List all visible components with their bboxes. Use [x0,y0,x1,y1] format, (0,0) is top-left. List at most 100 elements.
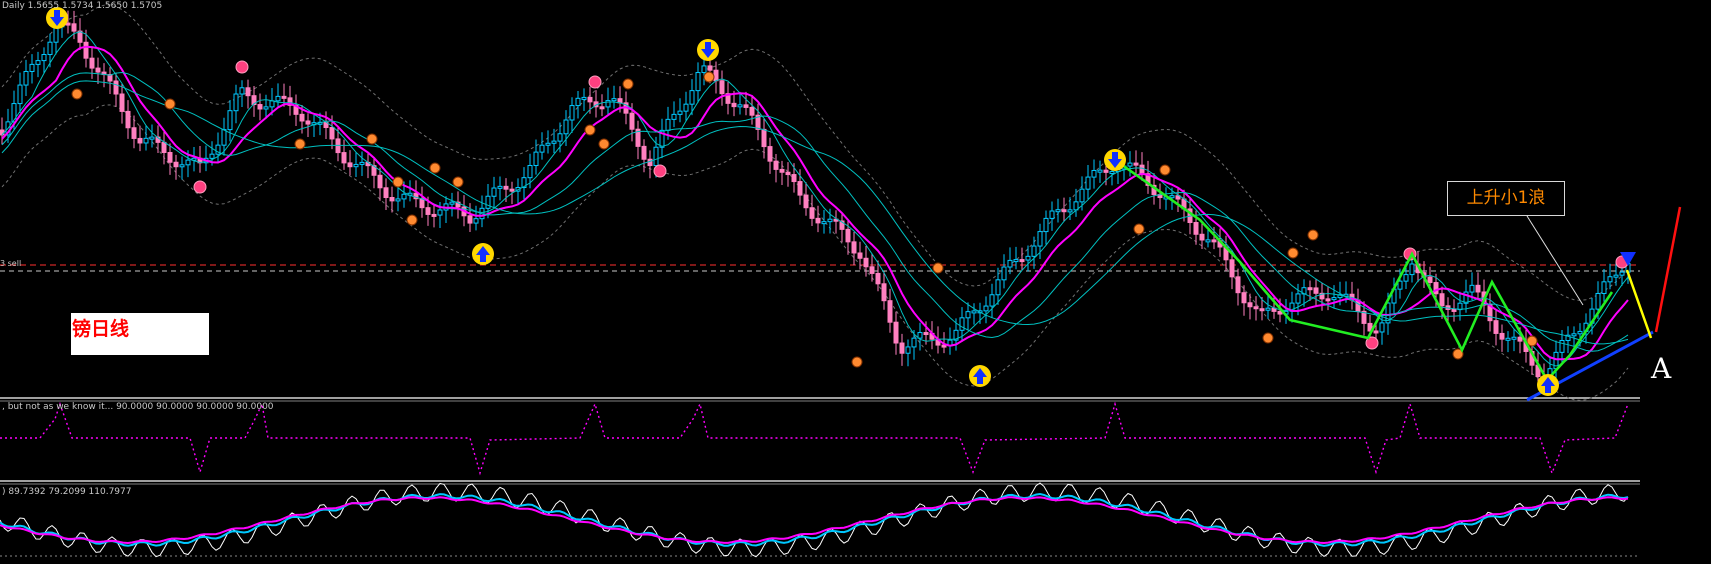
candle-body [173,161,179,168]
candle-body [281,95,287,99]
oscillator-cyan-line [0,492,1629,547]
candle-body [47,41,53,56]
candle-body [1235,276,1241,294]
candle-body [917,332,923,339]
down-arrow-glyph [50,10,64,26]
signal-arrows [46,7,1636,396]
candle-body [473,218,479,224]
candle-body [695,72,701,92]
fractal-dot-icon [598,138,610,150]
candle-body [851,241,857,254]
candle-body [251,95,257,106]
candle-body [1493,320,1499,334]
indicator2-header: ) 89.7392 79.2099 110.7977 [2,487,132,497]
candle-body [1253,306,1259,310]
candle-body [389,197,395,202]
fractal-dot-icon [653,164,667,178]
candle-body [1067,209,1073,213]
candle-body [779,168,785,173]
wave-annotation-box[interactable]: 上升小1浪 [1447,181,1565,216]
candle-body [287,97,293,106]
candle-body [353,163,359,168]
candle-body [1403,274,1409,282]
candle-body [719,80,725,95]
down-arrow-glyph [701,42,715,58]
candle-body [665,118,671,131]
band-lower [1,104,1629,401]
candle-body [65,22,71,26]
candle-body [1277,310,1283,315]
candle-body [1397,280,1403,290]
bollinger-bands [1,4,1629,401]
candle-body [1175,195,1181,200]
candle-body [911,337,917,348]
candle-body [845,228,851,243]
candle-body [29,63,35,72]
candle-body [89,57,95,69]
candle-body [1319,292,1325,300]
candle-body [209,153,215,159]
candle-body [227,110,233,131]
candle-body [143,137,149,144]
oscillator-magenta-line [0,496,1629,545]
candle-body [599,106,605,110]
candle-body [401,193,407,200]
down-arrow-glyph [1108,152,1122,168]
candle-body [899,342,905,354]
fractal-dot-icon [1307,229,1319,241]
candle-body [1109,171,1115,175]
candle-body [629,112,635,130]
candle-body [83,41,89,59]
candle-body [1265,307,1271,311]
fractal-dot-icon [235,60,249,74]
candle-body [923,332,929,336]
candle-body [1379,322,1385,333]
up-arrow-glyph [476,246,490,262]
indicator1-line [0,401,1629,476]
fractal-dot-icon [1287,247,1299,259]
ma-main-line [1,45,1629,361]
fractal-dot-icon [851,356,863,368]
candlestick-series [0,10,1631,391]
candle-body [425,207,431,215]
candle-body [1469,284,1475,293]
candle-body [1619,271,1625,276]
chart-title-label: 镑日线 [72,318,130,340]
candle-body [1241,292,1247,304]
point-a-label: A [1651,352,1672,385]
fractal-dot-icon [1262,332,1274,344]
candle-body [263,106,269,110]
candle-body [1037,231,1043,247]
candle-body [953,329,959,341]
fractal-dot-icon [164,98,176,110]
candle-body [71,23,77,32]
candle-body [1577,330,1583,335]
candle-body [533,151,539,167]
candle-body [1475,284,1481,293]
candle-body [1499,332,1505,340]
candle-body [107,74,113,82]
candle-body [149,136,155,140]
candle-body [239,87,245,95]
fractal-dot-icon [1159,164,1171,176]
candle-body [989,294,995,307]
candle-body [509,188,515,192]
candle-body [341,152,347,164]
candle-body [575,97,581,107]
candle-body [1313,287,1319,294]
candle-body [1091,169,1097,178]
candle-body [1169,195,1175,199]
candle-body [437,209,443,216]
candle-body [95,67,101,73]
candle-body [185,159,191,166]
candle-body [821,221,827,225]
candle-body [1409,263,1415,276]
candle-body [863,257,869,268]
candle-body [1373,330,1379,334]
fractal-dot-icon [584,124,596,136]
candle-body [605,100,611,108]
candle-body [521,177,527,189]
candle-body [1127,162,1133,167]
chart-title-box[interactable]: 镑日线 [71,313,209,355]
